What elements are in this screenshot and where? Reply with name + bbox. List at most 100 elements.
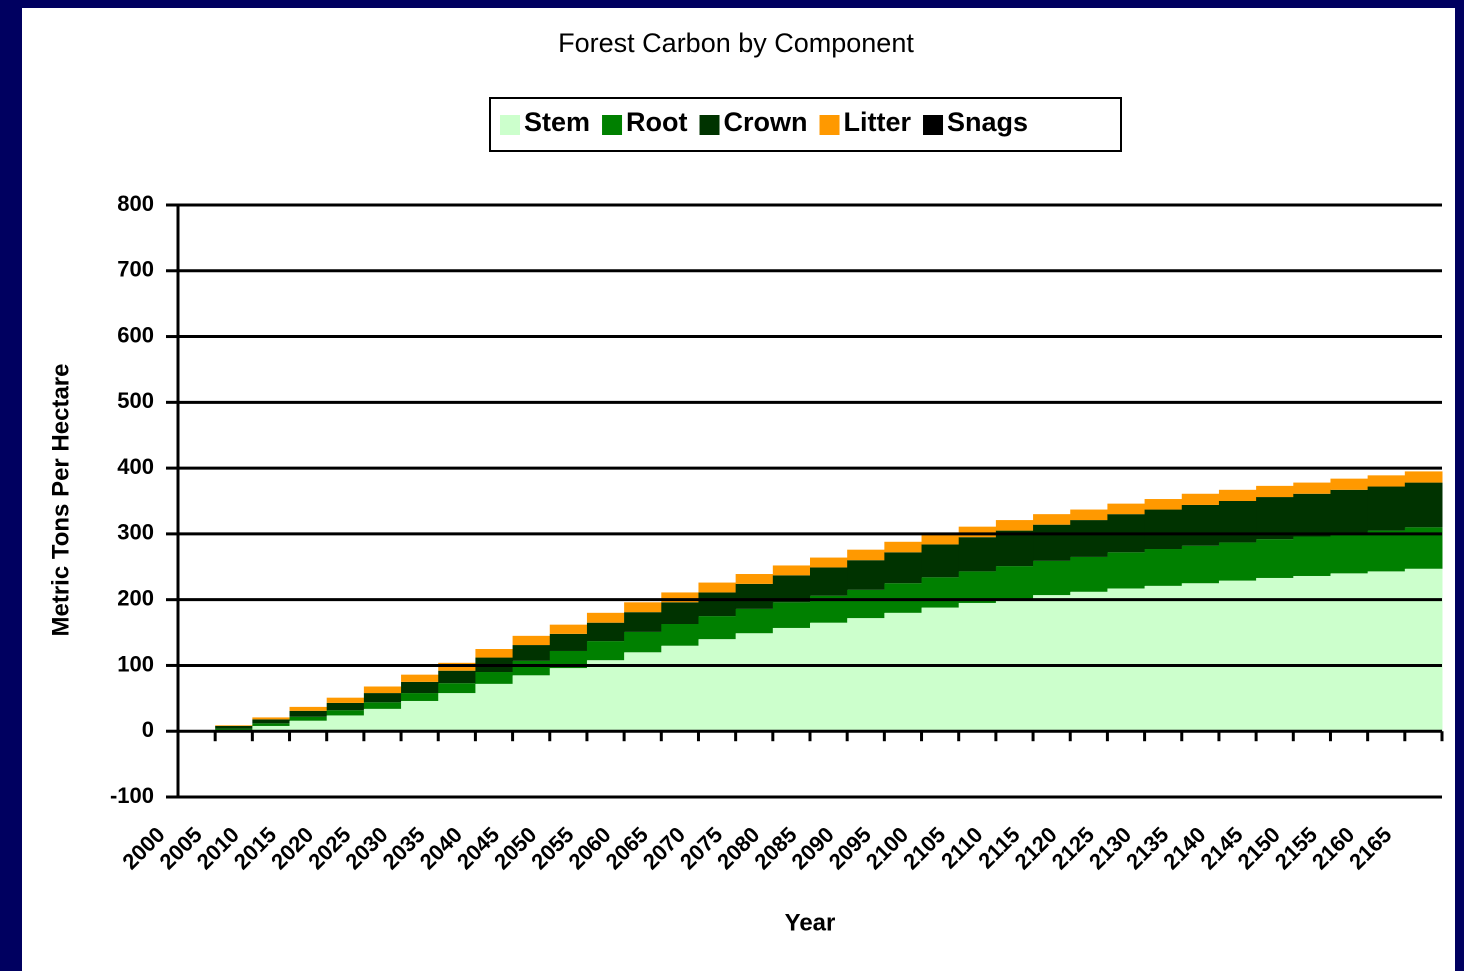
area-segment [401,701,439,731]
area-segment [513,645,551,661]
area-segment [475,649,513,658]
area-segment [513,636,551,645]
area-segment [252,719,290,723]
area-segment [1330,479,1368,490]
area-segment [438,683,476,693]
area-segment [1405,569,1443,731]
area-segment [1368,487,1406,531]
chart: Forest Carbon by Component Year Metric T… [0,0,1464,971]
area-segment [624,612,662,632]
area-segment [290,717,328,721]
area-segment [1330,533,1368,573]
area-segment [1256,486,1294,497]
area-segment [252,723,290,726]
area-segment [327,710,365,715]
area-segment [1033,561,1071,595]
area-segment [1219,490,1257,501]
legend-swatch [500,115,520,135]
area-segment [884,583,922,613]
y-tick-label: 700 [117,257,154,282]
y-tick-label: 100 [117,651,154,676]
area-segment [550,668,588,731]
y-tick-label: 400 [117,454,154,479]
area-segment [1182,583,1220,731]
y-tick-label: 300 [117,520,154,545]
area-segment [1033,525,1071,561]
area-segment [810,558,848,568]
area-segment [1182,494,1220,505]
area-segment [1405,483,1443,528]
area-segment [215,726,253,729]
y-tick-label: 500 [117,388,154,413]
area-segment [438,693,476,731]
area-segment [438,671,476,683]
area-segment [773,628,811,731]
area-segment [587,641,625,660]
area-segment [1330,490,1368,533]
area-segment [959,603,997,731]
page: {"chart_data": {"type": "stacked-area-st… [0,0,1464,971]
area-segment [401,675,439,682]
area-segment [810,567,848,595]
area-segment [1145,499,1183,510]
area-segment [401,682,439,693]
area-segment [922,544,960,577]
area-segment [959,537,997,571]
legend-swatch [820,115,840,135]
area-segment [661,646,699,732]
area-segment [1070,520,1108,557]
area-segment [1293,537,1331,576]
area-segment [290,721,328,732]
area-segment [1405,471,1443,482]
area-segment [475,672,513,684]
area-segment [290,707,328,711]
area-segment [1219,501,1257,542]
area-segment [996,531,1034,567]
area-segment [1368,475,1406,486]
area-segment [624,632,662,652]
area-segment [364,693,402,702]
legend-label: Root [626,107,687,137]
area-segment [252,717,290,719]
area-segment [401,693,439,701]
area-segment [215,729,253,730]
x-axis-label: Year [785,909,836,936]
area-segment [364,686,402,693]
area-segment [290,711,328,717]
area-segment [996,566,1034,599]
area-segment [624,602,662,612]
area-segment [1293,494,1331,537]
area-segment [1219,581,1257,732]
legend-label: Litter [844,107,912,137]
area-segment [922,608,960,732]
area-segment [513,661,551,675]
area-segment [884,542,922,553]
area-segment [959,527,997,538]
area-segment [1182,505,1220,546]
area-segment [364,702,402,709]
legend-swatch [923,115,943,135]
area-segment [736,574,774,584]
area-segment [847,560,885,590]
area-segment [922,577,960,607]
area-segment [736,609,774,633]
area-segment [327,703,365,710]
area-segment [884,552,922,583]
area-segment [327,698,365,703]
area-segment [513,675,551,731]
area-segment [364,709,402,731]
y-tick-label: 0 [142,717,154,742]
area-segment [1368,531,1406,572]
y-axis-label: Metric Tons Per Hectare [47,364,74,637]
area-segment [996,520,1034,531]
area-segment [587,623,625,641]
area-segment [810,623,848,732]
area-segment [661,602,699,624]
area-segment [736,633,774,731]
area-segment [698,616,736,639]
legend-label: Crown [724,107,808,137]
area-segment [698,583,736,593]
area-segment [1330,573,1368,731]
area-segment [587,660,625,731]
area-segment [847,590,885,618]
